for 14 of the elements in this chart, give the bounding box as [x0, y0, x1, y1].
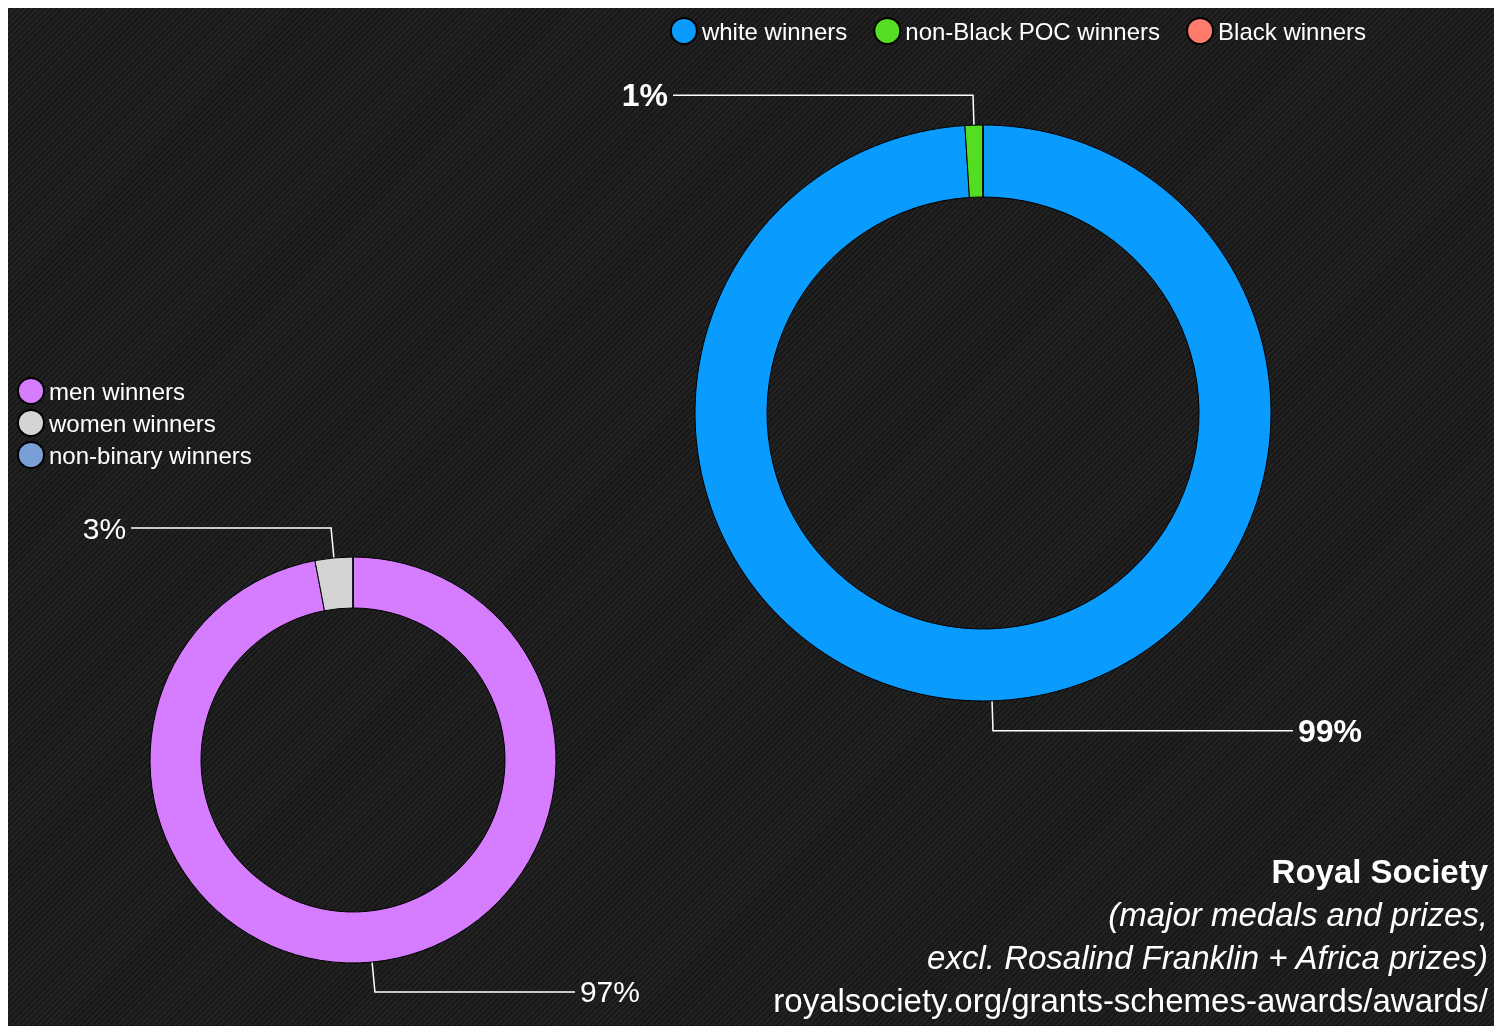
- text: (major medals and prizes,: [1107, 895, 1488, 935]
- data-label: 1%: [621, 77, 669, 114]
- data-label: 97%: [579, 975, 640, 1009]
- text: Royal Society: [1270, 852, 1488, 892]
- text: excl. Rosalind Franklin + Africa prizes): [926, 938, 1488, 978]
- legend-label: non-binary winners: [49, 441, 252, 469]
- legend-label: non-Black POC winners: [905, 17, 1161, 45]
- legend-label: women winners: [48, 409, 216, 437]
- legend-label: men winners: [49, 377, 186, 405]
- text: royalsociety.org/grants-schemes-awards/awards/: [773, 981, 1488, 1021]
- data-label: 3%: [82, 511, 127, 545]
- data-label: 99%: [1297, 712, 1363, 749]
- legend-label: white winners: [700, 17, 848, 45]
- legend-label: Black winners: [1218, 17, 1367, 45]
